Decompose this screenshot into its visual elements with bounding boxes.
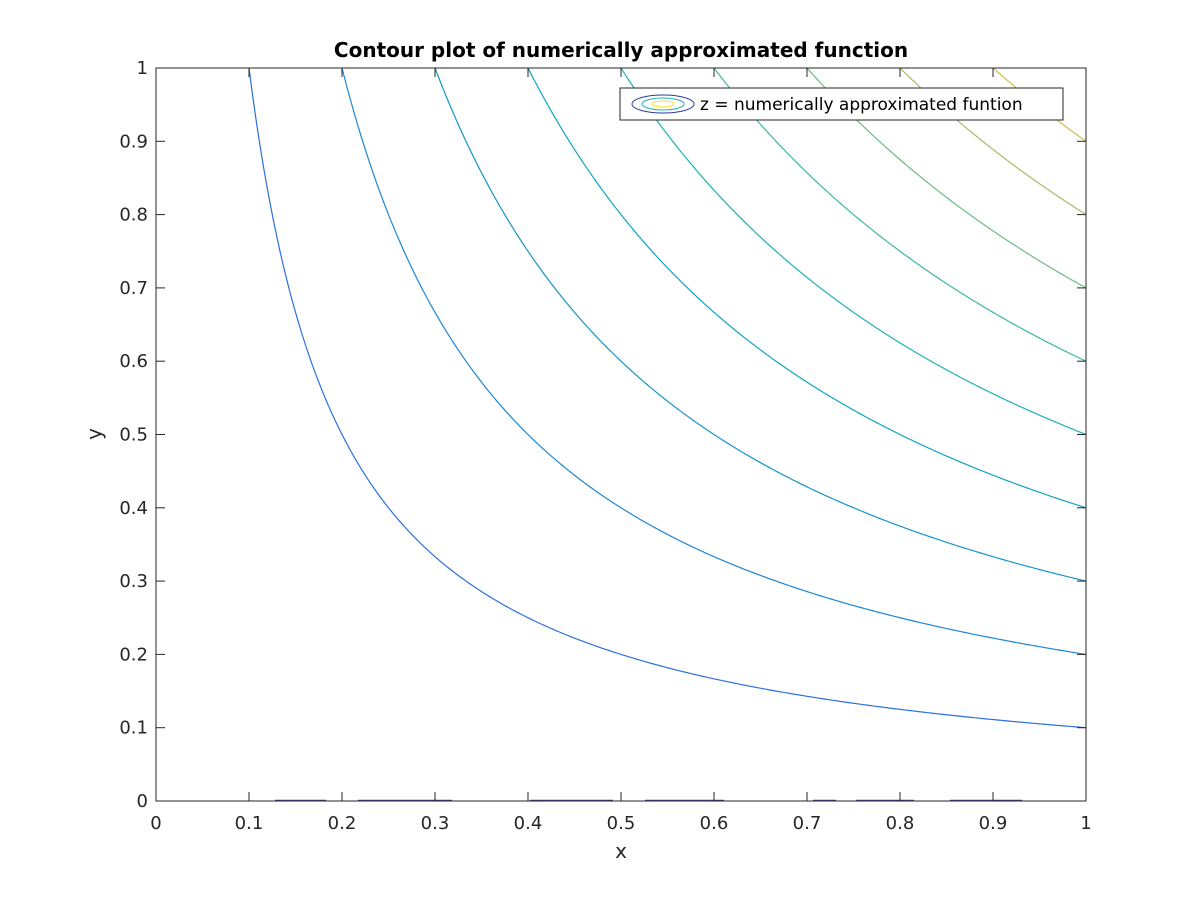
y-tick-label: 0.4 (119, 498, 148, 519)
y-tick-label: 0.8 (119, 205, 148, 226)
contour-line-3 (434, 67, 1087, 582)
x-tick-label: 0.7 (793, 813, 822, 834)
y-tick-label: 0.9 (119, 131, 148, 152)
y-tick-label: 0.6 (119, 351, 148, 372)
contour-line-4 (527, 67, 1087, 509)
legend-contour-icon (631, 94, 695, 114)
x-tick-label: 0.3 (421, 813, 450, 834)
legend: z = numerically approximated funtion (619, 87, 1064, 121)
legend-entry-label: z = numerically approximated funtion (700, 95, 1023, 115)
y-tick-label: 0.3 (119, 571, 148, 592)
y-tick-label: 0.5 (119, 425, 148, 446)
x-tick-label: 0.2 (328, 813, 357, 834)
x-tick-label: 0.4 (514, 813, 543, 834)
x-tick-label: 1 (1080, 813, 1091, 834)
contour-line-6 (713, 67, 1087, 362)
x-axis-label: x (615, 839, 627, 863)
x-tick-label: 0.9 (979, 813, 1008, 834)
contour-line-2 (341, 67, 1087, 655)
x-tick-label: 0 (150, 813, 161, 834)
y-tick-label: 0.2 (119, 644, 148, 665)
x-tick-label: 0.1 (235, 813, 264, 834)
y-axis-label: y (82, 428, 106, 440)
contour-line-1 (248, 67, 1087, 729)
x-tick-label: 0.8 (886, 813, 915, 834)
x-axis-ticks: 0 0.1 0.2 0.3 0.4 0.5 0.6 0.7 0.8 0.9 1 (150, 68, 1092, 834)
chart-title: Contour plot of numerically approximated… (334, 38, 908, 62)
x-tick-label: 0.6 (700, 813, 729, 834)
y-tick-label: 0 (137, 791, 148, 812)
y-tick-label: 0.7 (119, 278, 148, 299)
plot-area (156, 68, 1086, 801)
contour-line-5 (620, 67, 1087, 436)
y-axis-ticks: 0 0.1 0.2 0.3 0.4 0.5 0.6 0.7 0.8 0.9 1 (119, 58, 1086, 812)
y-tick-label: 0.1 (119, 718, 148, 739)
y-tick-label: 1 (137, 58, 148, 79)
x-tick-label: 0.5 (607, 813, 636, 834)
